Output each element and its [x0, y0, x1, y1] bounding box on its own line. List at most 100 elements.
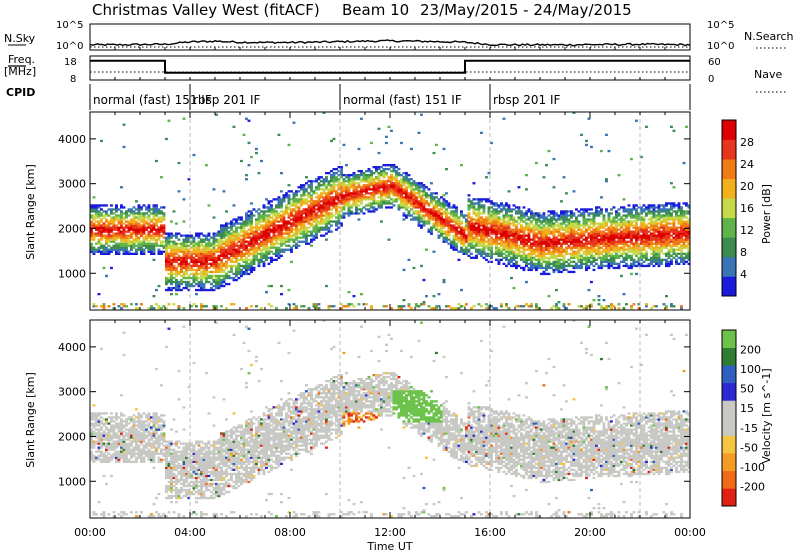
power-cell — [555, 256, 558, 259]
power-cell — [582, 218, 586, 221]
power-cell — [250, 216, 253, 219]
power-cell — [170, 234, 173, 237]
power-cell — [335, 176, 338, 179]
power-cell — [520, 220, 523, 223]
power-cell — [142, 220, 146, 223]
power-cell — [182, 272, 186, 276]
power-cell — [480, 200, 483, 203]
power-cell — [312, 238, 316, 241]
power-cell — [267, 222, 271, 225]
power-cell — [260, 248, 263, 251]
power-cell — [247, 266, 251, 270]
power-cell — [380, 172, 383, 175]
power-cell — [520, 212, 523, 215]
power-cell — [222, 234, 226, 237]
power-cell — [397, 182, 401, 185]
power-cell — [467, 220, 471, 223]
power-cell — [240, 254, 243, 257]
power-cell — [597, 212, 601, 215]
power-cell — [590, 230, 593, 233]
power-cell — [477, 218, 481, 221]
power-cell — [580, 214, 583, 217]
power-cell — [190, 268, 193, 272]
power-cell — [97, 216, 101, 219]
power-cell — [607, 248, 611, 251]
power-cell — [565, 242, 568, 245]
power-cell — [372, 178, 376, 181]
power-cell — [485, 307, 488, 310]
power-cell — [127, 220, 131, 223]
power-cell — [615, 242, 618, 245]
power-cell — [600, 236, 603, 239]
power-cell — [265, 254, 268, 257]
power-cell — [552, 250, 556, 253]
power-cell — [565, 218, 568, 221]
power-cell — [90, 232, 93, 235]
power-cell — [360, 178, 363, 181]
power-cell — [265, 250, 268, 253]
power-cell — [335, 194, 338, 197]
power-cell — [362, 184, 366, 187]
power-cell — [347, 190, 351, 193]
power-cell — [357, 218, 361, 221]
power-cell — [267, 216, 271, 219]
power-cell — [310, 216, 313, 219]
power-cell — [505, 250, 508, 253]
power-cell — [267, 220, 271, 223]
power-cell — [470, 202, 473, 205]
power-cell — [92, 236, 96, 239]
power-cell — [317, 194, 321, 197]
power-cell — [330, 208, 333, 211]
power-cell — [230, 232, 233, 235]
power-cell — [165, 252, 168, 255]
power-cell — [355, 204, 358, 207]
power-cell — [170, 286, 173, 290]
power-cell — [487, 240, 491, 243]
power-cell — [145, 228, 148, 231]
power-cell — [210, 286, 213, 290]
power-cell — [442, 212, 446, 215]
power-cell — [500, 258, 503, 261]
power-cell — [295, 192, 298, 195]
power-cell — [222, 254, 226, 257]
power-cell — [335, 180, 338, 183]
power-cell — [92, 303, 96, 306]
power-cell — [575, 254, 578, 257]
power-cell — [230, 252, 233, 255]
power-cell — [187, 254, 191, 257]
power-cell — [280, 293, 283, 296]
power-cell — [115, 244, 118, 247]
power-cell — [487, 238, 491, 241]
power-cell — [597, 214, 601, 217]
power-cell — [437, 305, 441, 308]
power-cell — [302, 234, 306, 237]
power-cell — [542, 260, 546, 263]
power-cell — [460, 236, 463, 239]
power-cell — [610, 230, 613, 233]
power-cell — [322, 214, 326, 217]
power-cell — [495, 202, 498, 205]
power-cell — [627, 264, 631, 268]
power-cell — [417, 182, 421, 185]
power-cell — [625, 256, 628, 259]
power-cell — [95, 234, 98, 237]
power-cell — [345, 212, 348, 215]
power-cell — [520, 242, 523, 245]
power-cell — [122, 236, 126, 239]
power-cell — [375, 186, 378, 189]
power-cell — [272, 228, 276, 231]
power-cell — [405, 204, 408, 207]
power-cell — [530, 262, 533, 265]
power-cell — [602, 260, 606, 263]
power-cell — [440, 232, 443, 235]
power-cell — [225, 264, 228, 268]
power-cell — [542, 216, 546, 219]
power-cell — [190, 250, 193, 253]
power-cell — [520, 224, 523, 227]
power-cell — [270, 208, 273, 211]
power-cell — [617, 214, 621, 217]
power-cell — [447, 222, 451, 225]
power-cell — [150, 236, 153, 239]
power-cell — [492, 232, 496, 235]
power-cell — [587, 208, 591, 211]
